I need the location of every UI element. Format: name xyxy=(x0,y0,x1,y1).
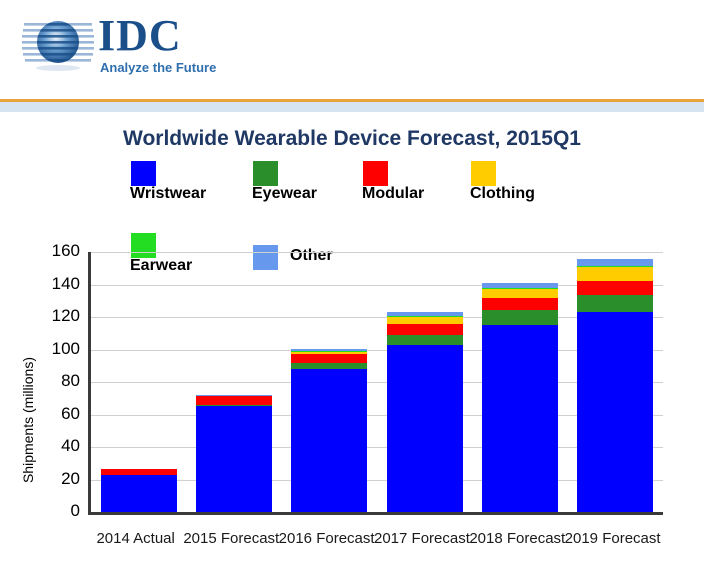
gridline xyxy=(91,317,663,318)
chart-container: Worldwide Wearable Device Forecast, 2015… xyxy=(0,112,704,571)
y-tick-label: 160 xyxy=(51,241,80,260)
x-axis-tick-label: 2018 Forecast xyxy=(469,530,566,547)
y-tick-label: 0 xyxy=(70,501,80,520)
legend-swatch-other-icon xyxy=(252,244,279,271)
bar-segment-wristwear[interactable] xyxy=(482,324,558,512)
bar-segment-wristwear[interactable] xyxy=(100,475,177,512)
y-tick-label: 80 xyxy=(61,371,80,390)
gridline xyxy=(91,284,663,286)
bar-segment-modular[interactable] xyxy=(386,323,463,335)
x-axis-tick-label: 2016 Forecast xyxy=(278,530,375,547)
bar-segment-wristwear[interactable] xyxy=(577,311,654,512)
x-axis-tick-label: 2019 Forecast xyxy=(564,530,661,547)
bar-segment-eyewear[interactable] xyxy=(482,309,558,325)
legend-swatch-earwear-icon xyxy=(130,232,157,259)
gridline xyxy=(91,414,663,416)
bar-segment-modular[interactable] xyxy=(196,394,272,405)
bar-segment-earwear[interactable] xyxy=(482,288,558,290)
legend-swatch-clothing-icon xyxy=(470,160,497,187)
gridline xyxy=(91,447,663,448)
bar-segment-other[interactable] xyxy=(291,349,368,352)
bar-segment-clothing[interactable] xyxy=(291,351,368,354)
legend-label: Other xyxy=(290,247,333,264)
x-axis-labels: 2014 Actual 2015 Forecast 2016 Forecast 201… xyxy=(88,524,660,554)
bar-segment-wristwear[interactable] xyxy=(196,406,272,512)
gridline xyxy=(91,479,663,481)
bar-series-group xyxy=(91,252,663,512)
x-axis-tick-label: 2015 Forecast xyxy=(183,530,280,547)
gridline xyxy=(91,349,663,351)
legend-label: Clothing xyxy=(470,185,535,202)
gridline xyxy=(91,382,663,383)
y-tick-label: 140 xyxy=(51,273,80,293)
bar-segment-wristwear[interactable] xyxy=(291,369,368,512)
legend-label: Eyewear xyxy=(252,185,317,202)
y-tick-label: 100 xyxy=(51,338,80,358)
globe-icon xyxy=(22,21,94,71)
y-tick-label: 60 xyxy=(61,403,80,423)
bar-stack[interactable] xyxy=(482,282,558,512)
bar-segment-wristwear[interactable] xyxy=(386,344,463,512)
legend-label: Wristwear xyxy=(130,185,207,202)
bar-segment-modular[interactable] xyxy=(482,297,558,310)
bar-stack[interactable] xyxy=(291,349,368,512)
legend-label: Earwear xyxy=(130,257,193,274)
bar-stack[interactable] xyxy=(577,259,654,512)
legend-label: Modular xyxy=(362,185,425,202)
bar-segment-other[interactable] xyxy=(386,312,463,317)
bar-segment-modular[interactable] xyxy=(291,353,368,363)
bar-segment-other[interactable] xyxy=(482,282,558,289)
x-axis-tick-label: 2017 Forecast xyxy=(374,530,470,547)
y-tick-label: 20 xyxy=(61,468,80,488)
bar-stack[interactable] xyxy=(196,394,272,512)
bar-segment-clothing[interactable] xyxy=(577,267,654,281)
gridline xyxy=(91,252,663,253)
legend-swatch-modular-icon xyxy=(362,160,389,187)
idc-logo: IDC Analyze the Future xyxy=(22,12,232,82)
bar-stack[interactable] xyxy=(100,469,177,512)
bar-segment-eyewear[interactable] xyxy=(386,334,463,345)
header-divider-blue xyxy=(0,102,704,112)
bar-segment-modular[interactable] xyxy=(577,280,654,296)
legend-swatch-wristwear-icon xyxy=(130,160,157,187)
logo-wordmark: IDC xyxy=(98,11,182,60)
bar-segment-clothing[interactable] xyxy=(482,289,558,298)
bar-segment-eyewear[interactable] xyxy=(291,362,368,370)
header-divider-gold xyxy=(0,99,704,102)
logo-tagline: Analyze the Future xyxy=(100,60,217,75)
y-axis-ticks: 160 140 120 100 80 60 40 20 0 xyxy=(28,241,80,524)
bar-segment-other[interactable] xyxy=(577,259,654,267)
legend-swatch-eyewear-icon xyxy=(252,160,279,187)
x-axis-tick-label: 2014 Actual xyxy=(96,530,175,547)
chart-title: Worldwide Wearable Device Forecast, 2015… xyxy=(123,127,581,150)
plot-wrapper: Shipments (millions) 160 140 120 100 80 60 40 2… xyxy=(0,241,704,571)
bar-segment-eyewear[interactable] xyxy=(577,295,654,312)
bar-segment-earwear[interactable] xyxy=(577,266,654,268)
chart-legend: Wristwear Eyewear Modular Clothing Earwear Ot… xyxy=(130,160,600,274)
bar-segment-clothing[interactable] xyxy=(386,317,463,324)
bar-segment-earwear[interactable] xyxy=(386,316,463,317)
bar-segment-modular[interactable] xyxy=(100,469,177,476)
plot-area xyxy=(88,252,663,515)
y-tick-label: 120 xyxy=(51,306,80,325)
y-tick-label: 40 xyxy=(61,436,80,455)
bar-stack[interactable] xyxy=(386,312,463,512)
bar-segment-eyewear[interactable] xyxy=(196,404,272,407)
page-header: IDC Analyze the Future xyxy=(0,0,704,98)
